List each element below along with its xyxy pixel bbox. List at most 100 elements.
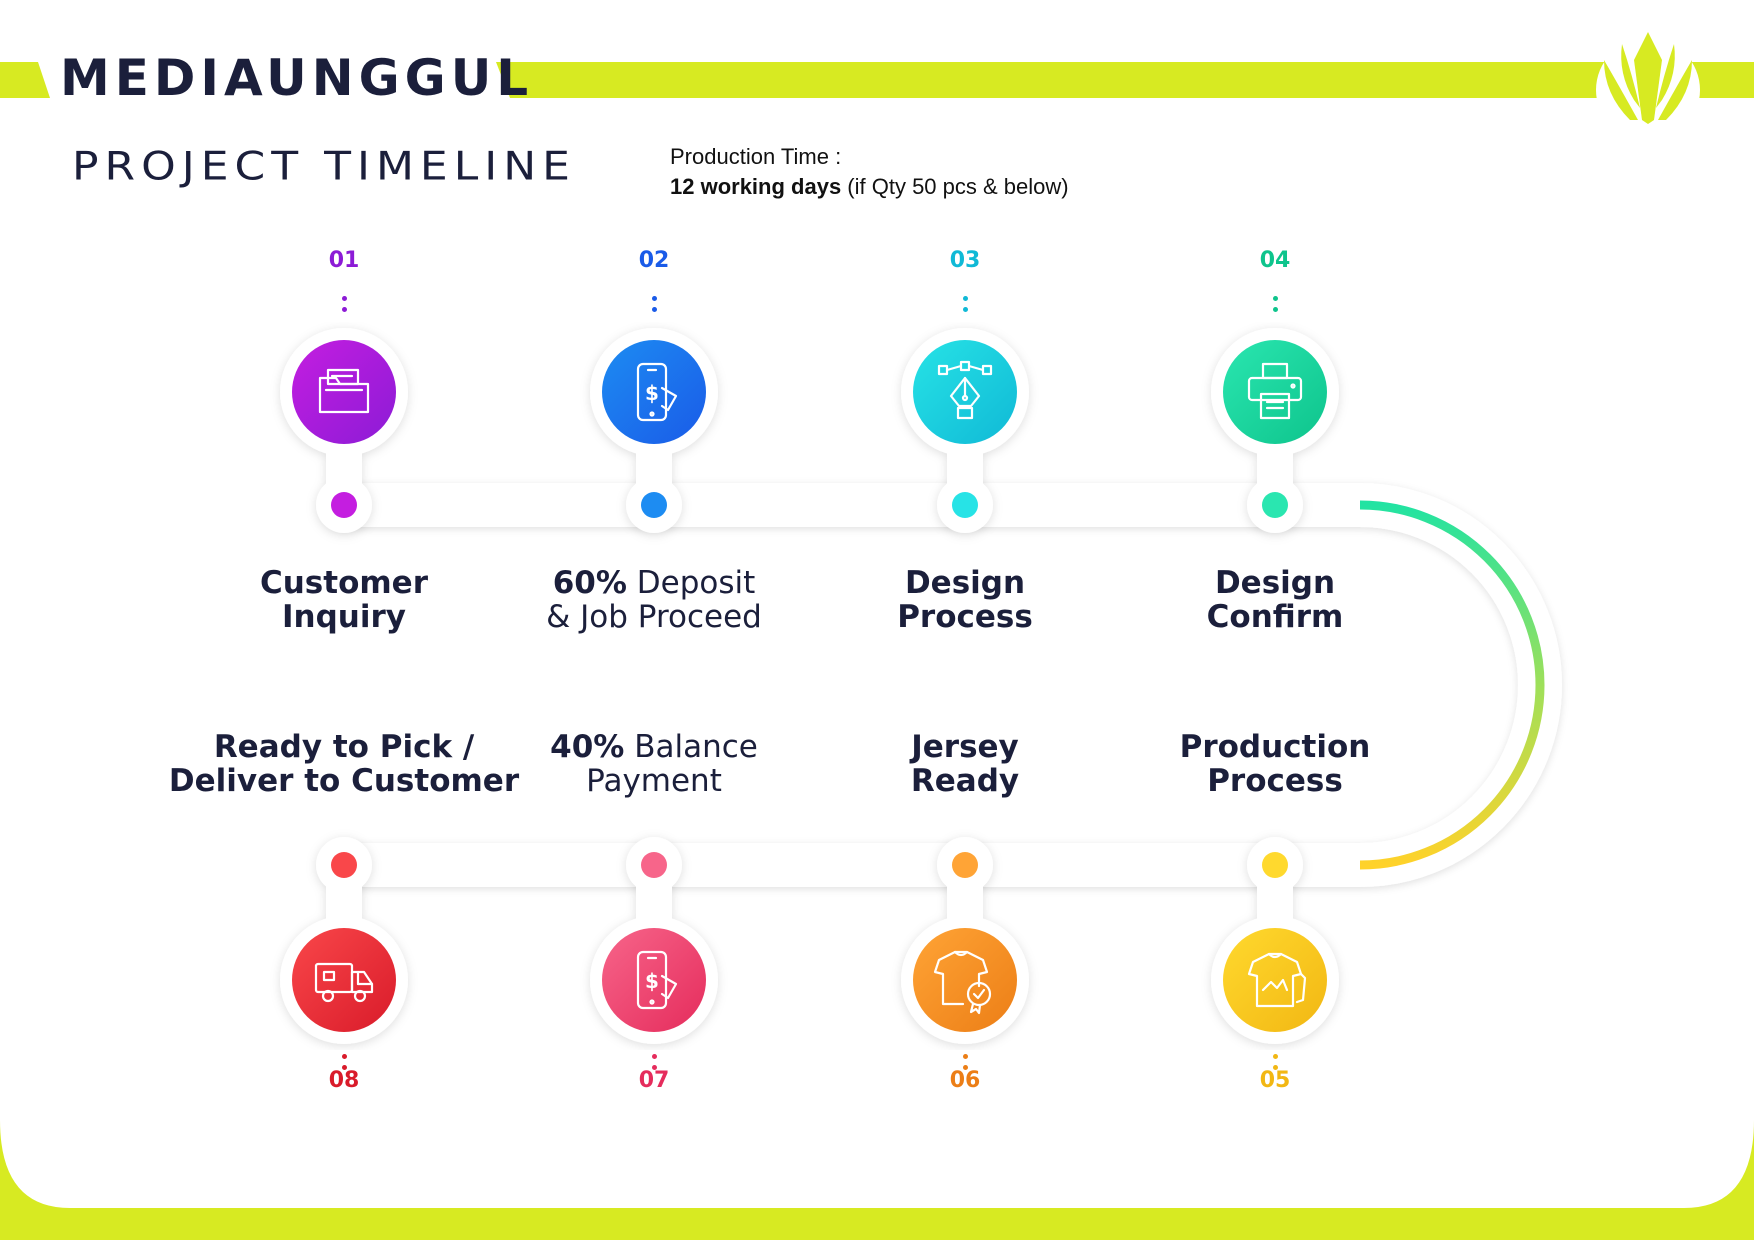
step-label-line: Design	[785, 566, 1145, 600]
step-track-dot	[1262, 852, 1288, 878]
step-label-line: 60% Deposit	[474, 566, 834, 600]
production-time: Production Time : 12 working days (if Qt…	[670, 142, 1069, 202]
step-number: 06	[949, 1068, 981, 1093]
step-track-dot	[641, 852, 667, 878]
step-track-dot	[1262, 492, 1288, 518]
step-track-dot	[641, 492, 667, 518]
step-node-01	[280, 328, 408, 533]
step-label-bold: Inquiry	[282, 599, 406, 635]
step-node-08	[280, 837, 408, 1044]
leaf-crown-logo-icon	[1596, 32, 1700, 142]
step-label-bold: Ready to Pick /	[213, 729, 475, 765]
step-number: 08	[328, 1068, 360, 1093]
step-icon-circle	[913, 928, 1017, 1032]
step-label-line: Ready to Pick /	[164, 730, 524, 764]
step-label: 60% Deposit & Job Proceed	[474, 566, 834, 634]
production-time-label: Production Time :	[670, 144, 842, 169]
step-label: Jersey Ready	[785, 730, 1145, 798]
step-dots	[652, 296, 658, 318]
step-label-line: Production	[1095, 730, 1455, 764]
step-label-bold: Design	[904, 565, 1026, 601]
step-label: 40% Balance Payment	[474, 730, 834, 798]
step-label-bold: Customer	[259, 565, 428, 601]
delivery-truck-icon	[314, 962, 374, 1003]
step-dots	[342, 296, 348, 318]
step-number: 02	[638, 248, 670, 273]
step-label-text: & Job Proceed	[546, 599, 762, 635]
printer-icon	[1247, 362, 1303, 420]
step-label-line: Confirm	[1095, 600, 1455, 634]
step-label-bold: Confirm	[1206, 599, 1344, 635]
step-label-line: Jersey	[785, 730, 1145, 764]
step-label: Design Confirm	[1095, 566, 1455, 634]
step-label-line: Process	[785, 600, 1145, 634]
step-number: 01	[328, 248, 360, 273]
step-label-bold: Process	[1207, 763, 1343, 799]
step-node-06	[901, 837, 1029, 1044]
svg-text:$: $	[645, 969, 659, 993]
step-label: Production Process	[1095, 730, 1455, 798]
step-number: 07	[638, 1068, 670, 1093]
svg-text:$: $	[645, 381, 659, 405]
step-label-bold: Process	[897, 599, 1033, 635]
step-label: Customer Inquiry	[164, 566, 524, 634]
step-label-line: & Job Proceed	[474, 600, 834, 634]
step-label-line: Process	[1095, 764, 1455, 798]
step-label: Ready to Pick / Deliver to Customer	[164, 730, 524, 798]
step-icon-circle	[292, 928, 396, 1032]
step-label-bold: Design	[1214, 565, 1336, 601]
step-label-line: Customer	[164, 566, 524, 600]
step-icon-circle	[602, 340, 706, 444]
step-label-bold: 60%	[552, 565, 627, 601]
step-label-line: Ready	[785, 764, 1145, 798]
step-label: Design Process	[785, 566, 1145, 634]
step-label-text: Payment	[586, 763, 722, 799]
folder-document-icon	[318, 368, 370, 414]
production-note: (if Qty 50 pcs & below)	[841, 174, 1069, 199]
step-dots	[1273, 1054, 1279, 1076]
step-icon-circle	[1223, 340, 1327, 444]
step-icon-circle	[1223, 928, 1327, 1032]
step-dots	[1273, 296, 1279, 318]
step-icon-circle	[602, 928, 706, 1032]
step-dots	[963, 1054, 969, 1076]
step-label-bold: Deliver to Customer	[168, 763, 520, 799]
page-title: PROJECT TIMELINE	[72, 143, 576, 190]
production-days: 12 working days	[670, 174, 842, 199]
step-node-04	[1211, 328, 1339, 533]
step-node-05	[1211, 837, 1339, 1044]
brand-name: MEDIAUNGGUL	[60, 49, 534, 107]
step-node-03	[901, 328, 1029, 533]
step-label-text: Balance	[624, 729, 758, 765]
step-dots	[652, 1054, 658, 1076]
step-number: 05	[1259, 1068, 1291, 1093]
step-label-line: Inquiry	[164, 600, 524, 634]
step-label-line: Payment	[474, 764, 834, 798]
mobile-payment-icon: $	[636, 362, 678, 422]
step-track-dot	[952, 852, 978, 878]
pen-tool-icon	[937, 360, 993, 420]
step-icon-circle	[292, 340, 396, 444]
mobile-payment-icon: $	[636, 950, 678, 1010]
step-label-line: Design	[1095, 566, 1455, 600]
shirt-stack-icon	[1247, 952, 1307, 1008]
step-label-text: Deposit	[626, 565, 756, 601]
step-label-bold: 40%	[550, 729, 625, 765]
step-dots	[963, 296, 969, 318]
step-number: 04	[1259, 248, 1291, 273]
production-days-line: 12 working days (if Qty 50 pcs & below)	[670, 172, 1069, 202]
step-label-bold: Ready	[910, 763, 1020, 799]
step-track-dot	[331, 852, 357, 878]
step-label-bold: Production	[1179, 729, 1371, 765]
step-label-bold: Jersey	[911, 729, 1019, 765]
step-label-line: 40% Balance	[474, 730, 834, 764]
step-label-line: Deliver to Customer	[164, 764, 524, 798]
step-track-dot	[952, 492, 978, 518]
step-dots	[342, 1054, 348, 1076]
step-node-07: $	[590, 837, 718, 1044]
step-track-dot	[331, 492, 357, 518]
step-node-02: $	[590, 328, 718, 533]
step-number: 03	[949, 248, 981, 273]
shirt-badge-icon	[933, 950, 992, 1015]
